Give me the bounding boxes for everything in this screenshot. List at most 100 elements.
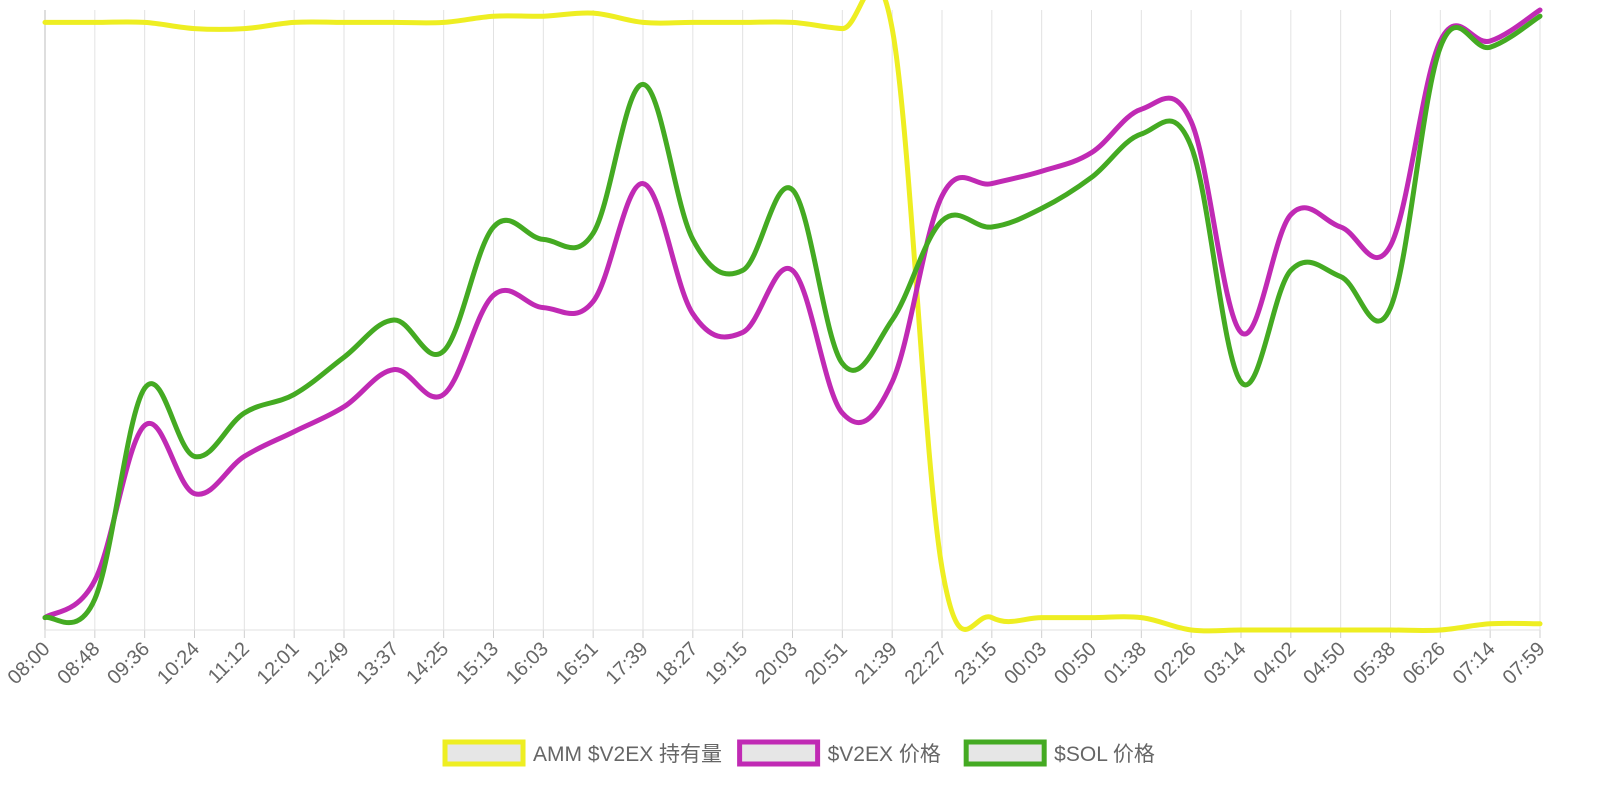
data-point <box>291 20 297 25</box>
data-point <box>491 293 496 298</box>
data-point <box>1388 305 1393 310</box>
data-point <box>1288 268 1294 273</box>
data-point <box>590 10 596 16</box>
data-point <box>1537 621 1543 626</box>
x-tick-label: 01:38 <box>1100 638 1151 689</box>
x-tick-label: 16:51 <box>552 638 603 689</box>
data-point <box>142 20 147 25</box>
data-point <box>391 367 397 372</box>
x-tick-label: 07:59 <box>1499 638 1550 689</box>
data-point <box>1139 131 1144 137</box>
data-point <box>889 26 895 31</box>
x-tick-label: 13:37 <box>352 638 403 689</box>
data-point <box>541 14 546 19</box>
legend-label: $V2EX 价格 <box>828 743 941 766</box>
legend-swatch <box>963 739 1047 767</box>
legend-item: AMM $V2EX 持有量 <box>442 739 722 767</box>
data-point <box>391 20 397 25</box>
x-tick-label: 04:50 <box>1299 638 1350 689</box>
data-point <box>1188 144 1194 149</box>
data-point <box>341 20 347 25</box>
legend-item: $SOL 价格 <box>963 739 1155 767</box>
series-2 <box>42 13 1543 626</box>
data-point <box>1039 615 1044 620</box>
data-point <box>1537 14 1543 19</box>
x-tick-label: 14:25 <box>402 638 453 689</box>
x-tick-label: 08:48 <box>53 638 104 689</box>
data-point <box>740 268 745 273</box>
data-point <box>291 392 297 397</box>
data-point <box>840 361 845 366</box>
legend-label: AMM $V2EX 持有量 <box>533 743 722 766</box>
data-point <box>242 410 247 416</box>
data-point <box>1288 627 1294 633</box>
data-point <box>1089 175 1094 180</box>
x-tick-label: 23:15 <box>950 638 1001 689</box>
data-point <box>441 20 446 25</box>
data-point <box>590 231 596 236</box>
x-tick-label: 20:51 <box>801 638 852 689</box>
legend-label: $SOL 价格 <box>1054 743 1155 766</box>
data-point <box>590 299 596 304</box>
data-point <box>1487 621 1493 626</box>
data-point <box>1438 45 1443 50</box>
data-point <box>242 26 247 31</box>
data-point <box>790 187 795 192</box>
x-tick-label: 05:38 <box>1349 638 1400 689</box>
data-point <box>192 491 197 496</box>
data-point <box>1238 627 1244 633</box>
data-point <box>690 311 696 316</box>
data-point <box>1089 150 1094 155</box>
data-point <box>1238 379 1244 385</box>
data-point <box>740 20 745 25</box>
data-point <box>1039 169 1044 174</box>
x-tick-label: 21:39 <box>851 638 902 689</box>
series-0 <box>42 0 1543 634</box>
data-point <box>840 410 845 416</box>
x-tick-label: 12:49 <box>303 638 354 689</box>
data-point <box>1388 243 1393 248</box>
data-point <box>989 615 995 620</box>
data-point <box>1338 274 1343 279</box>
data-point <box>391 317 397 323</box>
data-point <box>690 20 696 25</box>
data-point <box>441 348 446 354</box>
data-point <box>640 20 646 25</box>
series-1 <box>42 7 1543 621</box>
data-point <box>939 193 945 199</box>
x-tick-label: 03:14 <box>1200 638 1251 689</box>
data-point <box>690 237 696 242</box>
x-tick-label: 11:12 <box>204 638 254 688</box>
data-point <box>541 237 546 242</box>
data-point <box>989 181 995 186</box>
data-point <box>1537 7 1543 13</box>
data-point <box>1438 627 1443 633</box>
data-point <box>92 578 98 583</box>
data-point <box>1338 627 1343 633</box>
x-tick-label: 22:27 <box>901 638 952 689</box>
legend-swatch <box>737 739 821 767</box>
x-tick-label: 10:24 <box>153 638 204 689</box>
x-tick-label: 09:36 <box>103 638 154 689</box>
data-point <box>1487 45 1493 50</box>
legend-item: $V2EX 价格 <box>737 739 941 767</box>
data-point <box>192 454 197 459</box>
data-point <box>889 379 895 385</box>
x-tick-label: 12:01 <box>253 638 304 689</box>
data-point <box>1238 330 1244 335</box>
data-point <box>541 305 546 310</box>
data-point <box>92 596 98 602</box>
x-tick-label: 18:27 <box>651 638 702 689</box>
data-point <box>192 26 197 31</box>
x-tick-label: 15:13 <box>452 638 503 689</box>
x-tick-label: 07:14 <box>1449 638 1500 689</box>
x-tick-label: 16:03 <box>502 638 553 689</box>
series-line <box>42 0 1543 634</box>
data-point <box>889 317 895 323</box>
data-point <box>291 429 297 434</box>
data-point <box>142 386 147 391</box>
data-point <box>790 268 795 273</box>
